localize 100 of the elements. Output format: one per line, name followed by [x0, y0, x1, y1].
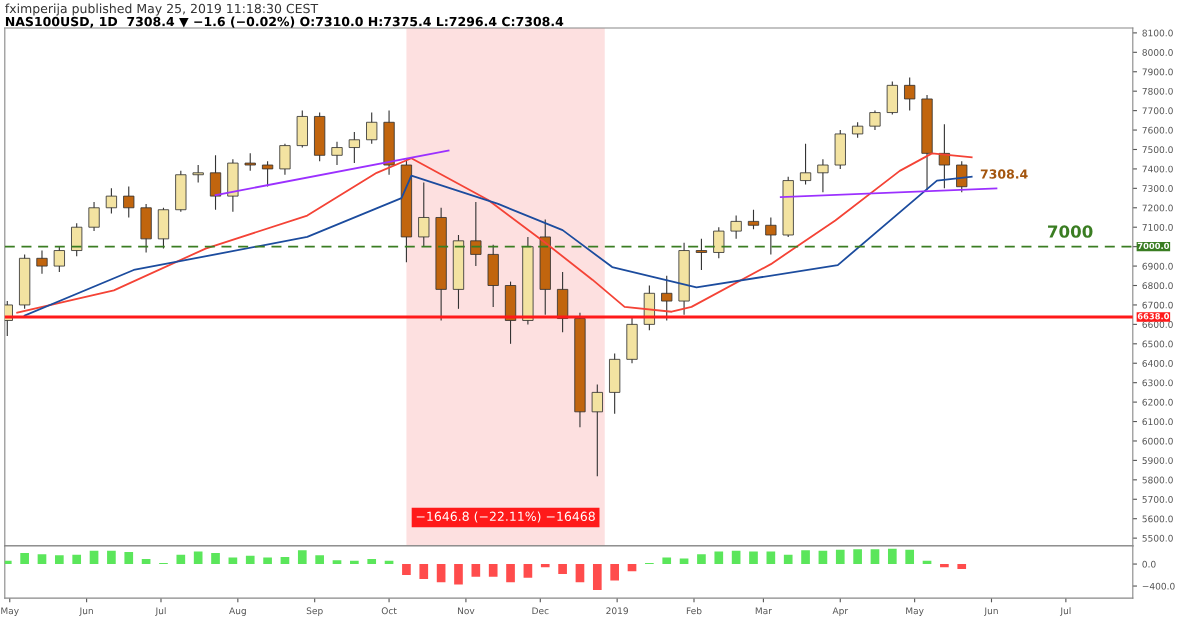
x-tick-label: Jul — [155, 607, 166, 616]
x-tick-label: Jun — [983, 607, 998, 616]
bar — [714, 551, 724, 565]
bar — [332, 560, 342, 565]
bar — [141, 559, 151, 565]
y-tick-label: 7700.0 — [1142, 107, 1173, 115]
y-tick-label: 5700.0 — [1142, 496, 1173, 503]
candlestick — [105, 187, 118, 215]
bar — [887, 548, 897, 565]
candlestick — [730, 214, 742, 240]
x-tick-label: Aug — [229, 607, 246, 616]
y-tick-label: 6100.0 — [1142, 418, 1173, 426]
x-tick-label: May — [906, 607, 924, 616]
candlestick — [261, 160, 274, 187]
bar — [72, 554, 82, 565]
x-tick-label: May — [1, 607, 19, 616]
bar — [471, 564, 481, 577]
y-tick-label: 6300.0 — [1142, 379, 1173, 387]
x-tick-label: Oct — [381, 607, 397, 615]
bar — [263, 557, 272, 565]
bar — [89, 550, 99, 565]
bar — [436, 564, 446, 583]
bar — [818, 550, 828, 565]
y-tick-label: 8100.0 — [1142, 29, 1173, 37]
candlestick — [869, 110, 881, 131]
y-tick-label: 6500.0 — [1142, 340, 1173, 348]
candlestick — [348, 131, 360, 164]
bar — [245, 555, 255, 565]
y-tick-label: 6900.0 — [1142, 262, 1173, 270]
bar — [662, 557, 672, 565]
candlestick — [418, 181, 430, 248]
candlestick — [71, 222, 83, 257]
x-tick-label: Mar — [755, 607, 772, 615]
bar — [627, 564, 637, 572]
y-tick-label: 5600.0 — [1142, 515, 1173, 523]
candlestick — [799, 143, 812, 186]
candlestick — [209, 154, 222, 211]
candlestick — [956, 160, 968, 193]
candlestick — [123, 185, 135, 219]
bar — [731, 550, 741, 565]
bar — [124, 551, 134, 565]
y-tick-label: 6200.0 — [1142, 398, 1173, 406]
bar — [940, 564, 949, 568]
line-series — [16, 152, 973, 314]
bar — [610, 564, 619, 581]
candlestick — [765, 216, 777, 255]
candlestick — [470, 201, 482, 267]
x-tick-label: Apr — [832, 607, 849, 616]
bar — [575, 564, 585, 583]
bar — [905, 549, 915, 565]
candlestick — [661, 275, 673, 322]
y-tick-label: 7200.0 — [1142, 204, 1173, 212]
y-tick-label: 7300.0 — [1142, 185, 1173, 192]
y-tick-label: 5900.0 — [1142, 457, 1173, 464]
line-series — [23, 174, 973, 317]
x-tick-label: Dec — [532, 607, 549, 615]
candlestick — [904, 77, 916, 112]
candlestick — [53, 246, 65, 273]
candlestick — [591, 384, 603, 477]
ref-line-label: 6638.0 — [1137, 313, 1170, 320]
y-tick-label: 7400.0 — [1142, 165, 1173, 173]
y-tick-label: 8000.0 — [1142, 49, 1173, 56]
y-tick-label: −400.0 — [1142, 582, 1175, 590]
bar — [37, 554, 47, 565]
bar — [853, 549, 862, 565]
candlestick — [817, 158, 829, 193]
bar — [402, 564, 411, 576]
bar — [20, 553, 29, 565]
bar — [454, 564, 463, 585]
bar — [350, 560, 359, 565]
candlestick — [279, 143, 291, 176]
y-tick-label: 6600.0 — [1142, 321, 1173, 328]
bar — [523, 564, 533, 578]
bar — [766, 551, 776, 565]
bar — [506, 564, 515, 583]
bar — [558, 564, 567, 574]
x-tick-label: Jul — [1059, 607, 1071, 616]
bar — [957, 564, 967, 569]
bar — [749, 551, 758, 565]
bar — [297, 550, 307, 565]
y-tick-label: 7800.0 — [1142, 87, 1173, 95]
bar — [107, 550, 116, 565]
annotation: 7000 — [1048, 225, 1093, 238]
candlestick — [713, 226, 725, 259]
ref-line-label: 7000.0 — [1137, 242, 1170, 250]
bar — [228, 557, 238, 565]
x-tick-label: Nov — [457, 607, 475, 615]
y-tick-label: 6800.0 — [1142, 282, 1173, 290]
chart-subtitle: fximperija published May 25, 2019 11:18:30 CEST — [5, 3, 319, 16]
candlestick — [88, 201, 100, 232]
bar — [55, 555, 64, 565]
candlestick — [36, 249, 48, 275]
y-tick-label: 7600.0 — [1142, 126, 1173, 134]
chart-title: NAS100USD, 1D 7308.4 ▼ −1.6 (−0.02%) O:7310.0 H:7375.4 L:7296.4 C:7308.4 — [5, 16, 564, 28]
bar — [193, 551, 203, 565]
y-tick-label: 6000.0 — [1142, 437, 1173, 445]
y-tick-label: 7500.0 — [1142, 146, 1173, 154]
bar — [176, 554, 186, 565]
candlestick — [747, 209, 760, 230]
band-label: −1646.8 (−22.11%) −16468 — [416, 511, 595, 523]
